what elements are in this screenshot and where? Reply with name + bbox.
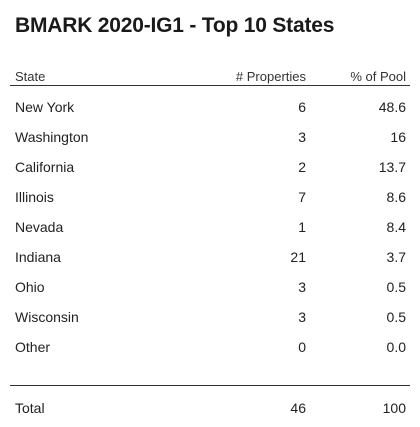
cell-pct-pool: 16 — [390, 129, 406, 145]
cell-state: New York — [15, 99, 75, 115]
cell-properties: 21 — [290, 249, 306, 265]
cell-properties: 3 — [298, 279, 306, 295]
cell-pct-pool: 0.5 — [386, 279, 406, 295]
cell-pct-pool: 0.5 — [386, 309, 406, 325]
total-properties: 46 — [290, 400, 306, 416]
total-label: Total — [15, 400, 45, 416]
cell-properties: 1 — [298, 219, 306, 235]
cell-pct-pool: 8.4 — [386, 219, 406, 235]
cell-properties: 6 — [298, 99, 306, 115]
cell-pct-pool: 48.6 — [378, 99, 406, 115]
cell-state: Illinois — [15, 189, 54, 205]
cell-properties: 3 — [298, 309, 306, 325]
cell-state: Washington — [15, 129, 89, 145]
table-row: Other 0 0.0 — [10, 332, 410, 362]
states-table: State # Properties % of Pool New York 6 … — [10, 66, 410, 362]
table-row: Wisconsin 3 0.5 — [10, 302, 410, 332]
total-divider — [10, 385, 410, 386]
cell-properties: 0 — [298, 339, 306, 355]
cell-state: Other — [15, 339, 51, 355]
cell-state: Indiana — [15, 249, 61, 265]
cell-pct-pool: 13.7 — [378, 159, 406, 175]
cell-state: Wisconsin — [15, 309, 79, 325]
page-title: BMARK 2020-IG1 - Top 10 States — [15, 14, 335, 37]
cell-state: Ohio — [15, 279, 45, 295]
table-row: Indiana 21 3.7 — [10, 242, 410, 272]
table-row: Ohio 3 0.5 — [10, 272, 410, 302]
table-header: State # Properties % of Pool — [10, 66, 410, 86]
header-state: State — [15, 69, 46, 84]
table-row: California 2 13.7 — [10, 152, 410, 182]
table-total-row: Total 46 100 — [10, 393, 410, 423]
cell-pct-pool: 0.0 — [386, 339, 406, 355]
table-row: New York 6 48.6 — [10, 92, 410, 122]
cell-properties: 7 — [298, 189, 306, 205]
table-row: Washington 3 16 — [10, 122, 410, 152]
cell-pct-pool: 3.7 — [386, 249, 406, 265]
cell-pct-pool: 8.6 — [386, 189, 406, 205]
table-body: New York 6 48.6 Washington 3 16 Californ… — [10, 92, 410, 362]
total-pct-pool: 100 — [382, 400, 406, 416]
cell-state: Nevada — [15, 219, 64, 235]
table-row: Illinois 7 8.6 — [10, 182, 410, 212]
cell-properties: 3 — [298, 129, 306, 145]
table-row: Nevada 1 8.4 — [10, 212, 410, 242]
header-properties: # Properties — [235, 69, 306, 84]
cell-state: California — [15, 159, 75, 175]
cell-properties: 2 — [298, 159, 306, 175]
header-pct-pool: % of Pool — [350, 69, 406, 84]
